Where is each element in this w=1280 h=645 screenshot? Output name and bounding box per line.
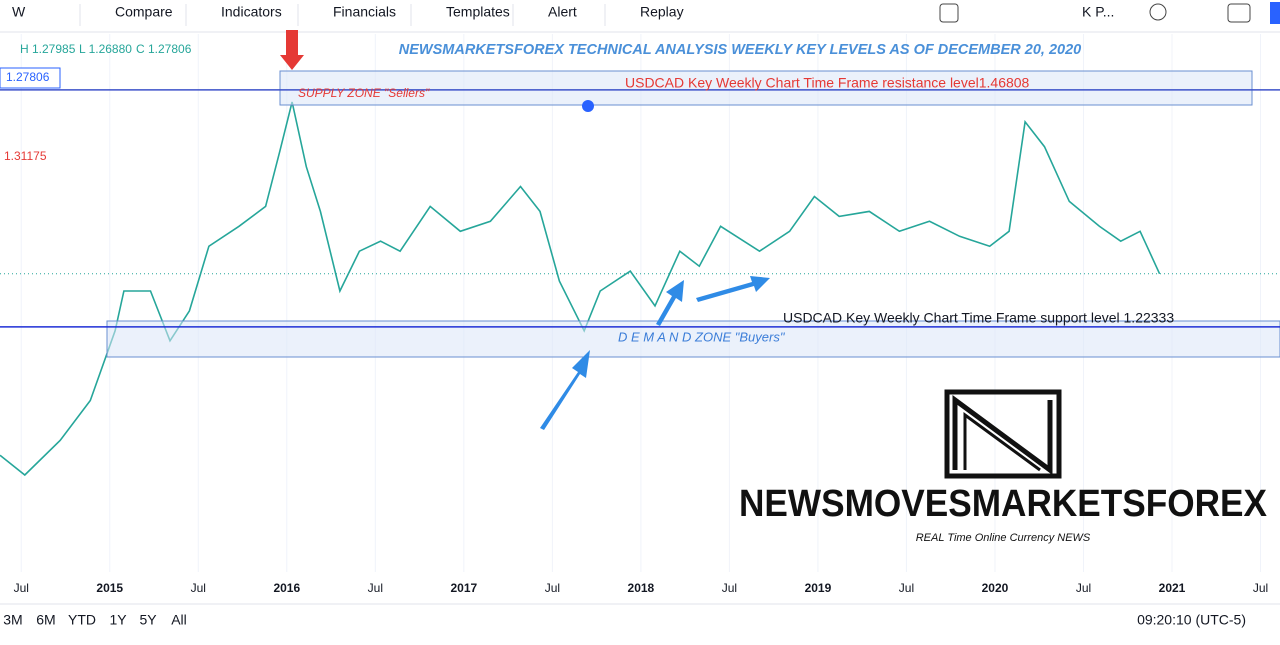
annotation: SUPPLY ZONE "Sellers"	[298, 86, 430, 100]
annotation: D E M A N D ZONE "Buyers"	[618, 329, 786, 344]
x-tick-label: Jul	[1076, 581, 1091, 595]
toolbar-item[interactable]: Compare	[115, 4, 173, 20]
toolbar-item[interactable]: Indicators	[221, 4, 282, 20]
x-tick-label: 2018	[628, 581, 655, 595]
alert-marker[interactable]	[582, 100, 594, 112]
toolbar	[0, 0, 1280, 32]
screenshot-icon[interactable]	[1227, 3, 1251, 23]
x-tick-label: Jul	[14, 581, 29, 595]
x-tick-label: 2017	[450, 581, 477, 595]
arrow-down	[280, 30, 304, 70]
range-button[interactable]: All	[171, 612, 187, 628]
toolbar-item[interactable]: Financials	[333, 4, 396, 20]
x-tick-label: 2021	[1159, 581, 1186, 595]
price-line	[0, 101, 1161, 477]
logo-name: NEWSMOVESMARKETSFOREX	[739, 483, 1268, 525]
x-tick-label: Jul	[545, 581, 560, 595]
range-button[interactable]: 6M	[36, 612, 55, 628]
arrow-up	[656, 280, 684, 326]
arrow-up	[540, 350, 590, 430]
arrow-right	[696, 276, 770, 302]
ohlc-value: L 1.26880	[79, 42, 132, 56]
settings-icon[interactable]	[1149, 3, 1167, 21]
annotation: USDCAD Key Weekly Chart Time Frame suppo…	[783, 310, 1174, 326]
x-tick-label: 2020	[982, 581, 1009, 595]
x-tick-label: Jul	[722, 581, 737, 595]
publish-button[interactable]	[1270, 2, 1280, 24]
range-button[interactable]: 1Y	[109, 612, 127, 628]
range-button[interactable]: YTD	[68, 612, 96, 628]
range-button[interactable]: 5Y	[139, 612, 157, 628]
price-badge	[0, 67, 61, 89]
interval[interactable]: W	[12, 4, 26, 20]
chart-title: NEWSMARKETSFOREX TECHNICAL ANALYSIS WEEK…	[399, 42, 1081, 58]
ohlc-value: C 1.27806	[136, 42, 192, 56]
x-tick-label: Jul	[368, 581, 383, 595]
logo-tagline: REAL Time Online Currency NEWS	[916, 532, 1091, 544]
bottom-bar: 3M 6M YTD 1Y 5Y All 09:20:10 (UTC-5)	[3, 612, 1246, 628]
x-tick-label: 2019	[805, 581, 832, 595]
toolbar-item[interactable]: Templates	[446, 4, 510, 20]
range-button[interactable]: 3M	[3, 612, 22, 628]
toolbar-item[interactable]: Alert	[548, 4, 577, 20]
x-tick-label: 2016	[273, 581, 300, 595]
ohlc-value: H 1.27985	[20, 42, 76, 56]
toolbar-item[interactable]: Replay	[640, 4, 684, 20]
plot-area	[0, 34, 1280, 572]
logo-mark	[944, 389, 1062, 479]
price-label: 1.27806	[6, 70, 50, 84]
clock: 09:20:10 (UTC-5)	[1137, 612, 1246, 628]
annotation: USDCAD Key Weekly Chart Time Frame resis…	[625, 75, 1030, 91]
symbol[interactable]: K P...	[1082, 4, 1114, 20]
x-tick-label: Jul	[1253, 581, 1268, 595]
rect-icon[interactable]	[939, 3, 959, 23]
x-tick-label: Jul	[191, 581, 206, 595]
x-tick-label: 2015	[96, 581, 123, 595]
price-label: 1.31175	[4, 149, 47, 163]
x-tick-label: Jul	[899, 581, 914, 595]
supply-zone	[279, 70, 1253, 106]
